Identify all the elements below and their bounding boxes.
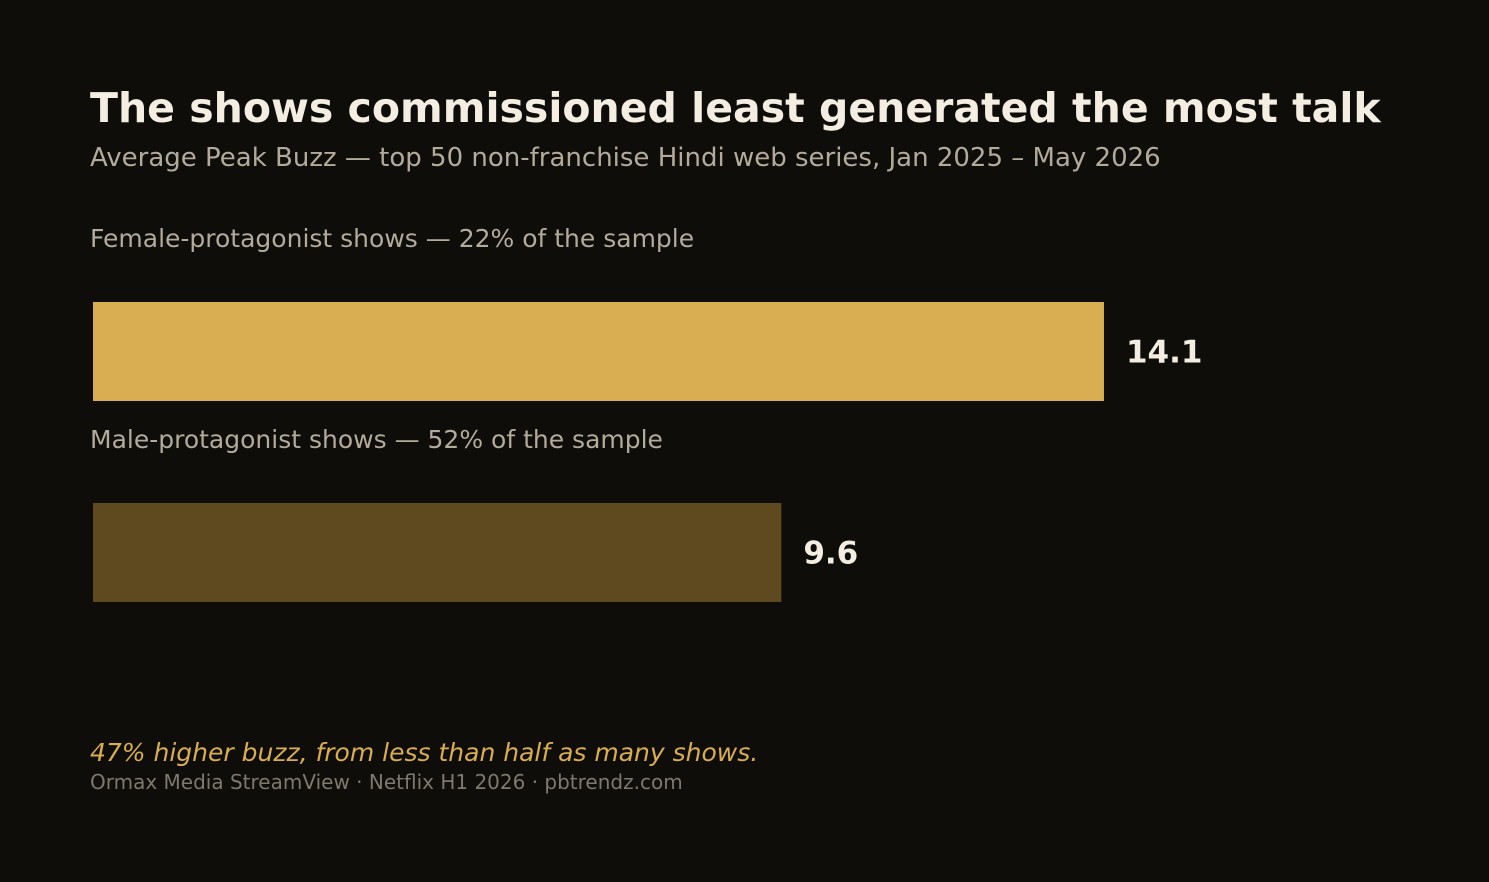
- chart-footnote: 47% higher buzz, from less than half as …: [90, 738, 759, 767]
- bar: [93, 302, 1104, 401]
- value-label: 14.1: [1126, 335, 1203, 371]
- chart-subtitle: Average Peak Buzz — top 50 non-franchise…: [90, 143, 1161, 173]
- category-label: Female-protagonist shows — 22% of the sa…: [90, 224, 694, 253]
- chart-title: The shows commissioned least generated t…: [90, 84, 1381, 132]
- category-label: Male-protagonist shows — 52% of the samp…: [90, 425, 663, 454]
- value-label: 9.6: [803, 536, 858, 572]
- chart-source: Ormax Media StreamView · Netflix H1 2026…: [90, 770, 683, 794]
- bar: [93, 503, 782, 602]
